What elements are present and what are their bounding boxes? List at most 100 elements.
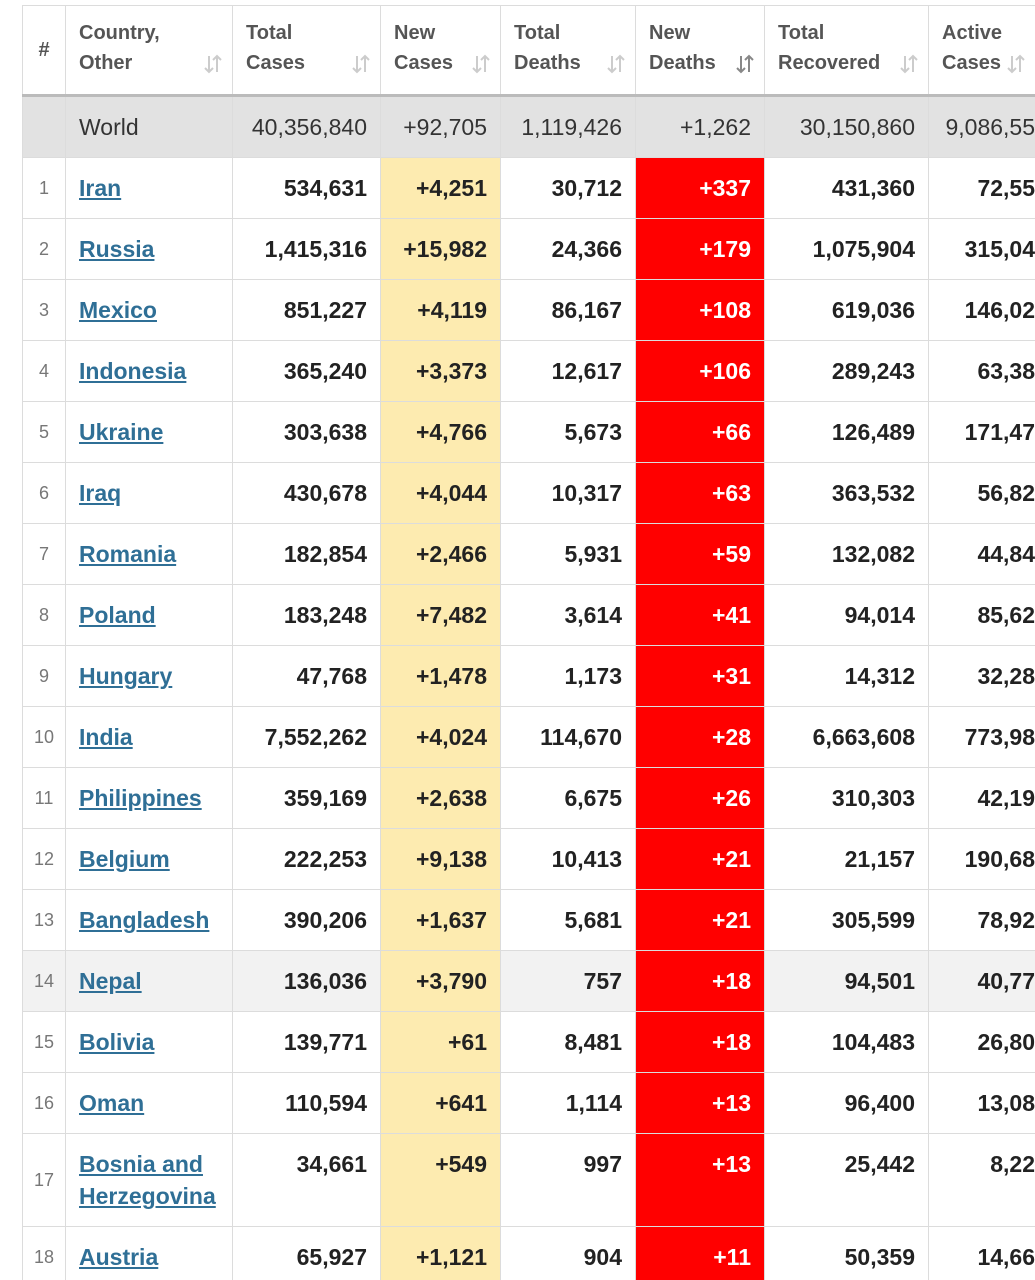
value-cell: 114,670 bbox=[500, 706, 636, 768]
country-link[interactable]: Bolivia bbox=[79, 1029, 155, 1055]
value-cell: 1,114 bbox=[500, 1072, 636, 1134]
sort-icon[interactable] bbox=[352, 54, 370, 74]
country-row: 6 Iraq 430,678 +4,044 10,317 +63 363,532 56,82 bbox=[22, 462, 1035, 524]
value-cell: 72,55 bbox=[928, 157, 1035, 219]
sort-icon[interactable] bbox=[607, 54, 625, 74]
country-link[interactable]: Russia bbox=[79, 236, 155, 262]
value-cell: 7,552,262 bbox=[232, 706, 381, 768]
value-cell: 14,312 bbox=[764, 645, 929, 707]
value-cell: 3,614 bbox=[500, 584, 636, 646]
country-link[interactable]: Bangladesh bbox=[79, 907, 210, 933]
country-link[interactable]: Hungary bbox=[79, 663, 173, 689]
column-header[interactable]: Total Deaths bbox=[500, 5, 636, 97]
rank-cell: 2 bbox=[22, 218, 66, 280]
country-link[interactable]: Austria bbox=[79, 1244, 159, 1270]
value-cell: +66 bbox=[635, 401, 765, 463]
country-link[interactable]: Iraq bbox=[79, 480, 122, 506]
column-header[interactable]: Total Recovered bbox=[764, 5, 929, 97]
header-text: Deaths bbox=[649, 52, 716, 74]
sort-icon[interactable] bbox=[900, 54, 918, 74]
value-cell: 13,08 bbox=[928, 1072, 1035, 1134]
value-cell: +108 bbox=[635, 279, 765, 341]
value-cell: 94,501 bbox=[764, 950, 929, 1012]
country-link[interactable]: India bbox=[79, 724, 133, 750]
country-link[interactable]: Ukraine bbox=[79, 419, 164, 445]
value-cell: 30,150,860 bbox=[764, 95, 929, 158]
country-cell: Belgium bbox=[65, 828, 233, 890]
value-cell: 1,075,904 bbox=[764, 218, 929, 280]
country-link[interactable]: Mexico bbox=[79, 297, 157, 323]
value-cell: 146,02 bbox=[928, 279, 1035, 341]
value-cell: 757 bbox=[500, 950, 636, 1012]
value-cell: 47,768 bbox=[232, 645, 381, 707]
country-link[interactable]: Nepal bbox=[79, 968, 142, 994]
value-cell: 315,04 bbox=[928, 218, 1035, 280]
value-cell: 359,169 bbox=[232, 767, 381, 829]
value-cell: 5,673 bbox=[500, 401, 636, 463]
value-cell: 40,77 bbox=[928, 950, 1035, 1012]
country-cell: Hungary bbox=[65, 645, 233, 707]
value-cell: 5,681 bbox=[500, 889, 636, 951]
value-cell: 6,675 bbox=[500, 767, 636, 829]
rank-cell: 3 bbox=[22, 279, 66, 341]
value-cell: 25,442 bbox=[764, 1133, 929, 1227]
country-cell: Bangladesh bbox=[65, 889, 233, 951]
country-link[interactable]: Belgium bbox=[79, 846, 170, 872]
column-header[interactable]: New Deaths bbox=[635, 5, 765, 97]
value-cell: 34,661 bbox=[232, 1133, 381, 1227]
value-cell: 8,22 bbox=[928, 1133, 1035, 1227]
country-link[interactable]: Iran bbox=[79, 175, 122, 201]
sort-icon[interactable] bbox=[472, 54, 490, 74]
value-cell: +18 bbox=[635, 950, 765, 1012]
country-link[interactable]: Romania bbox=[79, 541, 177, 567]
value-cell: +59 bbox=[635, 523, 765, 585]
country-row: 11 Philippines 359,169 +2,638 6,675 +26 310,30… bbox=[22, 767, 1035, 829]
country-link[interactable]: Indonesia bbox=[79, 358, 187, 384]
value-cell: 1,415,316 bbox=[232, 218, 381, 280]
header-text: Total bbox=[514, 22, 561, 44]
country-cell: Bolivia bbox=[65, 1011, 233, 1073]
value-cell: 78,92 bbox=[928, 889, 1035, 951]
value-cell: 289,243 bbox=[764, 340, 929, 402]
value-cell: +2,466 bbox=[380, 523, 501, 585]
value-cell: 32,28 bbox=[928, 645, 1035, 707]
rank-cell: 14 bbox=[22, 950, 66, 1012]
value-cell: +4,119 bbox=[380, 279, 501, 341]
country-link[interactable]: Oman bbox=[79, 1090, 145, 1116]
header-text: # bbox=[38, 39, 50, 61]
value-cell: +4,251 bbox=[380, 157, 501, 219]
value-cell: 94,014 bbox=[764, 584, 929, 646]
rank-cell: 10 bbox=[22, 706, 66, 768]
value-cell: 9,086,55 bbox=[928, 95, 1035, 158]
country-cell: Oman bbox=[65, 1072, 233, 1134]
country-link[interactable]: Philippines bbox=[79, 785, 202, 811]
column-header[interactable]: Total Cases bbox=[232, 5, 381, 97]
value-cell: +9,138 bbox=[380, 828, 501, 890]
value-cell: 104,483 bbox=[764, 1011, 929, 1073]
country-row: 4 Indonesia 365,240 +3,373 12,617 +106 289,243… bbox=[22, 340, 1035, 402]
value-cell: +549 bbox=[380, 1133, 501, 1227]
value-cell: +3,790 bbox=[380, 950, 501, 1012]
country-link[interactable]: Bosnia and Herzegovina bbox=[79, 1151, 216, 1209]
country-link[interactable]: Poland bbox=[79, 602, 156, 628]
column-header[interactable]: Active Cases bbox=[928, 5, 1035, 97]
header-text: Recovered bbox=[778, 52, 881, 74]
country-cell: Bosnia and Herzegovina bbox=[65, 1133, 233, 1227]
sort-icon[interactable] bbox=[204, 54, 222, 74]
header-text: Active bbox=[942, 22, 1003, 44]
column-header[interactable]: New Cases bbox=[380, 5, 501, 97]
country-cell: Philippines bbox=[65, 767, 233, 829]
value-cell: 8,481 bbox=[500, 1011, 636, 1073]
value-cell: +41 bbox=[635, 584, 765, 646]
country-cell: Nepal bbox=[65, 950, 233, 1012]
country-row: 18 Austria 65,927 +1,121 904 +11 50,359 14,66 bbox=[22, 1226, 1035, 1280]
country-row: 9 Hungary 47,768 +1,478 1,173 +31 14,312 32,28 bbox=[22, 645, 1035, 707]
value-cell: 182,854 bbox=[232, 523, 381, 585]
header-text: Cases bbox=[246, 52, 305, 74]
value-cell: 6,663,608 bbox=[764, 706, 929, 768]
sort-icon[interactable] bbox=[736, 54, 754, 74]
sort-icon[interactable] bbox=[1007, 54, 1025, 74]
column-header[interactable]: Country, Other bbox=[65, 5, 233, 97]
country-cell: Iraq bbox=[65, 462, 233, 524]
